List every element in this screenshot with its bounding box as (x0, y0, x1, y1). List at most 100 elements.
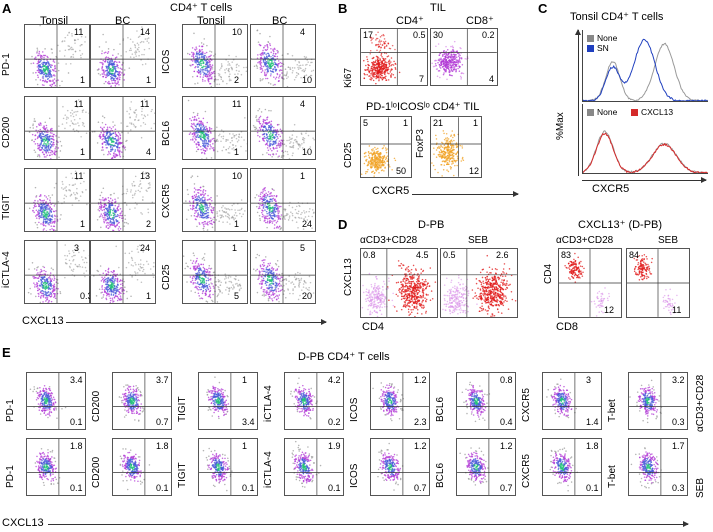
panel-a-title: CD4⁺ T cells (170, 2, 233, 14)
panel-a-bc-bcl6-lower-right-value: 10 (302, 147, 313, 157)
panel-a-tonsil-tigit-plot (24, 168, 90, 232)
panel-d-title-right: CXCL13⁺ (D-PB) (578, 219, 663, 231)
panel-d-left-header-1: αCD3+CD28 (360, 235, 418, 246)
panel-b-header-cd8: CD8⁺ (466, 15, 494, 27)
panel-a-bc-cxcr5-upper-right-value: 1 (300, 171, 306, 181)
panel-d-left-acd3-plot (360, 248, 438, 318)
panel-e-row2-pd-1-lower-right-value: 0.1 (70, 483, 83, 493)
panel-e-row2-cxcr5-plot (542, 438, 602, 496)
panel-e-row2-t-bet-ylabel: T-bet (607, 465, 618, 488)
panel-a-bc-tigit-upper-right-value: 13 (140, 171, 151, 181)
legend-label: None (597, 33, 618, 43)
panel-b-foxp3-upper-right-value: 1 (473, 118, 479, 128)
panel-e-row2-icos-plot-dots (371, 439, 429, 495)
panel-a-bc-cxcr5-lower-right-value: 24 (302, 219, 313, 229)
panel-b-cd4-ki67-plot (360, 28, 428, 86)
panel-a-tonsil-ictla-4-plot-dots (25, 241, 89, 303)
panel-e-row1-cd200-ylabel: CD200 (91, 390, 102, 422)
panel-a-header-tonsil-right: Tonsil (197, 15, 226, 27)
panel-d-right-acd3-plot-dots (559, 249, 621, 317)
panel-e-row1-pd-1-plot-dots (27, 373, 85, 429)
panel-c-bottom-histogram: None CXCL13 (582, 104, 708, 174)
panel-e-row2-ictla-4-plot (284, 438, 344, 496)
panel-e-row2-cxcr5-lower-right-value: 0.1 (586, 483, 599, 493)
panel-a-tonsil-ictla-4-upper-right-value: 3 (74, 243, 80, 253)
panel-a-bc-cd25-plot (250, 240, 316, 304)
panel-a-tonsil-icos-plot (182, 24, 248, 88)
panel-e-row2-cd200-upper-right-value: 1.8 (156, 441, 169, 451)
panel-e-row1-tigit-ylabel: TIGIT (177, 396, 188, 422)
panel-a-bc-bcl6-plot (250, 96, 316, 160)
panel-d-right-seb-plot (626, 248, 690, 318)
panel-d-left-acd3-upper-left-value: 0.8 (363, 250, 376, 260)
panel-d-left-seb-upper-left-value: 0.5 (443, 250, 456, 260)
panel-a-tonsil-icos-upper-right-value: 10 (232, 27, 243, 37)
panel-b-foxp3-plot (430, 116, 482, 178)
panel-d-right-header-2: SEB (658, 235, 679, 246)
panel-b-cd4-upper-right-value: 0.5 (413, 30, 426, 40)
panel-a-xlabel: CXCL13 (22, 315, 64, 327)
panel-e-row1-icos-ylabel: ICOS (349, 397, 360, 422)
panel-a-bc-cd25-upper-right-value: 5 (300, 243, 306, 253)
panel-a-tonsil-cd200-plot-dots (25, 97, 89, 159)
panel-e-row1-cxcr5-upper-right-value: 3 (586, 375, 592, 385)
panel-e-row1-cd200-upper-right-value: 3.7 (156, 375, 169, 385)
panel-c-top-legend-1: None (587, 34, 617, 43)
panel-b-ki67-label: Ki67 (343, 67, 354, 88)
panel-b-subtitle: PD-1ˡᵒICOSˡᵒ CD4⁺ TIL (366, 101, 480, 113)
panel-d-left-xlabel: CD4 (362, 321, 385, 333)
panel-e-row2-bcl6-plot-dots (457, 439, 515, 495)
panel-a-bc-cxcr5-plot (250, 168, 316, 232)
panel-a-bc-ictla-4-lower-right-value: 1 (146, 291, 152, 301)
panel-a-bc-ictla-4-upper-right-value: 24 (140, 243, 151, 253)
panel-a-tonsil-cd200-upper-right-value: 11 (74, 99, 84, 109)
panel-a-tonsil-pd-1-upper-right-value: 11 (74, 27, 84, 37)
panel-c-top-sn-histogram (583, 38, 708, 101)
panel-e-row1-label: αCD3+CD28 (695, 374, 706, 432)
panel-c-bottom-cxcl13-histogram (583, 132, 708, 173)
panel-d-right-seb-lower-right-value: 11 (672, 305, 682, 315)
panel-e-row2-pd-1-ylabel: PD-1 (5, 465, 16, 488)
panel-b-foxp3-lower-right-value: 12 (469, 166, 480, 176)
panel-e-row1-tigit-plot-dots (199, 373, 257, 429)
panel-e-row2-cxcr5-ylabel: CXCR5 (521, 454, 532, 488)
panel-a-tonsil-cxcr5-plot-dots (183, 169, 247, 231)
panel-a-bc-bcl6-upper-right-value: 4 (300, 99, 306, 109)
panel-e-row2-ictla-4-ylabel: iCTLA-4 (263, 451, 274, 488)
panel-a-tonsil-cd200-lower-right-value: 1 (80, 147, 86, 157)
panel-a-tonsil-bcl6-lower-right-value: 1 (234, 147, 240, 157)
panel-a-bc-pd-1-plot-dots (91, 25, 155, 87)
panel-a-tonsil-tigit-lower-right-value: 1 (80, 219, 86, 229)
legend-swatch-none (587, 109, 594, 117)
panel-a-bc-cd200-plot (90, 96, 156, 160)
panel-a-ylabel-ictla-4: iCTLA-4 (1, 251, 12, 288)
panel-e-row2-cd200-lower-right-value: 0.1 (156, 483, 169, 493)
panel-e-row2-cd200-plot (112, 438, 172, 496)
panel-b-cd25-upper-left-value: 5 (363, 118, 369, 128)
panel-d-left-seb-plot (440, 248, 518, 318)
panel-e-row1-icos-plot (370, 372, 430, 430)
panel-b-header-cd4: CD4⁺ (396, 15, 424, 27)
panel-a-bc-tigit-lower-right-value: 2 (146, 219, 152, 229)
panel-a-tonsil-icos-lower-right-value: 2 (234, 75, 240, 85)
panel-a-tonsil-tigit-upper-right-value: 11 (74, 171, 84, 181)
panel-e-row1-icos-lower-right-value: 2.3 (414, 417, 427, 427)
panel-a-tonsil-icos-plot-dots (183, 25, 247, 87)
panel-e-row1-tigit-lower-right-value: 3.4 (242, 417, 255, 427)
panel-e-row1-tigit-plot (198, 372, 258, 430)
panel-e-row1-cd200-plot-dots (113, 373, 171, 429)
panel-b-cd4-upper-left-value: 17 (363, 30, 374, 40)
panel-d-right-acd3-plot (558, 248, 622, 318)
panel-e-title: D-PB CD4⁺ T cells (298, 351, 390, 363)
panel-e-row1-cd200-plot (112, 372, 172, 430)
panel-e-row2-pd-1-upper-right-value: 1.8 (70, 441, 83, 451)
panel-e-row1-ictla-4-upper-right-value: 4.2 (328, 375, 341, 385)
panel-d-right-acd3-lower-right-value: 12 (604, 305, 615, 315)
panel-b-cd8-upper-left-value: 30 (433, 30, 444, 40)
panel-a-tonsil-cd25-lower-right-value: 5 (234, 291, 240, 301)
panel-e-row2-t-bet-plot-dots (629, 439, 687, 495)
panel-c-x-arrow (582, 177, 707, 183)
legend-label: None (597, 107, 618, 117)
panel-a-tonsil-bcl6-plot-dots (183, 97, 247, 159)
panel-b-cd8-ki67-plot-dots (431, 29, 497, 85)
